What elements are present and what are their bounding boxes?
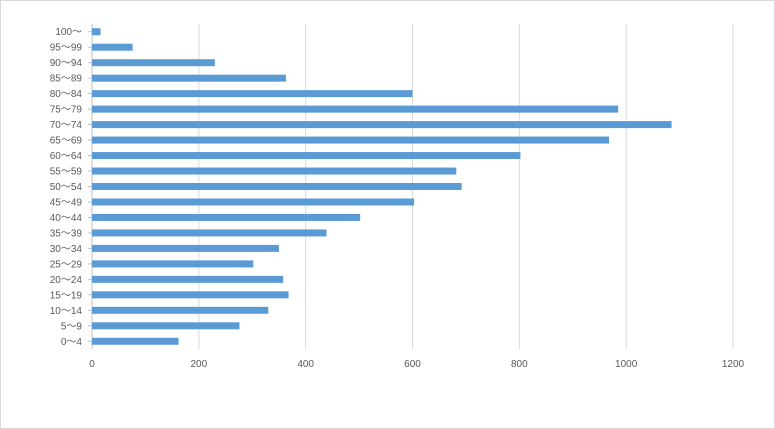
y-tick-label: 0〜4 <box>61 337 83 348</box>
bar-6 <box>92 244 279 252</box>
y-tick-label: 50〜54 <box>50 182 83 193</box>
bar-19 <box>92 43 133 51</box>
x-tick-label: 1200 <box>722 359 745 370</box>
bar-17 <box>92 74 286 82</box>
x-tick-label: 0 <box>89 359 95 370</box>
y-tick-label: 60〜64 <box>50 151 83 162</box>
bar-12 <box>92 152 521 160</box>
y-tick-label: 5〜9 <box>61 321 83 332</box>
bar-8 <box>92 213 361 221</box>
y-tick-label: 90〜94 <box>50 58 83 69</box>
y-tick-label: 35〜39 <box>50 228 83 239</box>
bar-2 <box>92 306 269 314</box>
bar-5 <box>92 260 254 268</box>
y-tick-label: 95〜99 <box>50 43 83 54</box>
y-tick-label: 15〜19 <box>50 290 83 301</box>
y-tick-label: 20〜24 <box>50 275 83 286</box>
bar-11 <box>92 167 457 175</box>
bar-18 <box>92 59 215 67</box>
y-tick-label: 65〜69 <box>50 136 83 147</box>
bar-20 <box>92 28 101 36</box>
y-tick-label: 85〜89 <box>50 74 83 85</box>
bar-14 <box>92 121 672 129</box>
x-tick-label: 200 <box>190 359 207 370</box>
y-tick-label: 75〜79 <box>50 105 83 116</box>
y-tick-label: 100〜 <box>55 27 82 38</box>
bar-15 <box>92 105 619 113</box>
y-tick-label: 80〜84 <box>50 89 83 100</box>
bar-16 <box>92 90 413 98</box>
y-tick-label: 10〜14 <box>50 306 83 317</box>
y-tick-label: 25〜29 <box>50 259 83 270</box>
y-tick-label: 70〜74 <box>50 120 83 131</box>
bar-9 <box>92 198 415 206</box>
y-tick-label: 40〜44 <box>50 213 83 224</box>
bar-10 <box>92 183 462 190</box>
bar-1 <box>92 322 240 330</box>
x-tick-label: 800 <box>511 359 528 370</box>
bar-0 <box>92 337 179 345</box>
y-tick-label: 55〜59 <box>50 167 83 178</box>
y-tick-label: 45〜49 <box>50 197 83 208</box>
bar-7 <box>92 229 327 237</box>
y-tick-label: 30〜34 <box>50 244 83 255</box>
x-tick-label: 600 <box>404 359 421 370</box>
bar-4 <box>92 275 284 283</box>
bar-13 <box>92 136 610 144</box>
x-tick-label: 400 <box>297 359 314 370</box>
x-tick-label: 1000 <box>615 359 638 370</box>
bar-3 <box>92 291 289 299</box>
